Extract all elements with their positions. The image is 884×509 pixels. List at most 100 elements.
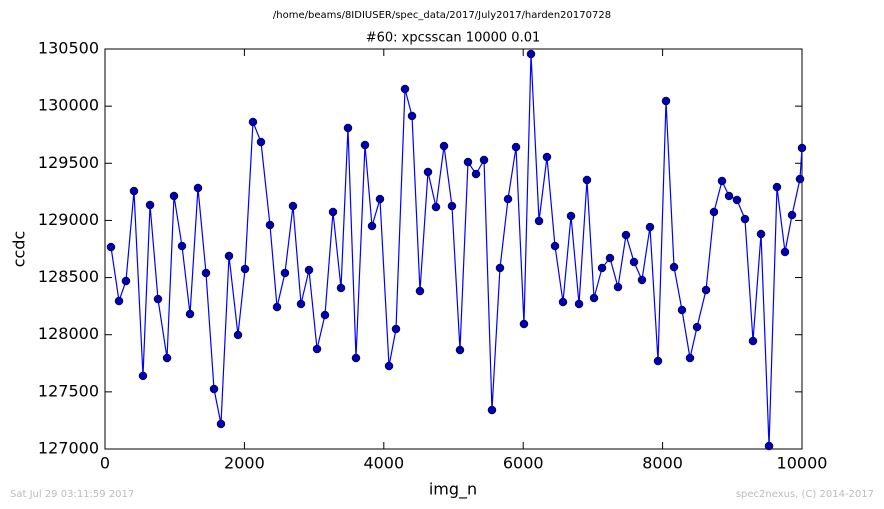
y-tick-label: 129500 xyxy=(38,153,99,172)
data-point xyxy=(216,419,226,429)
y-tick-label: 130500 xyxy=(38,39,99,58)
data-point xyxy=(582,175,592,185)
footer-left: Sat Jul 29 03:11:59 2017 xyxy=(10,489,134,500)
data-point xyxy=(328,207,338,217)
data-point xyxy=(589,293,599,303)
data-point xyxy=(471,169,481,179)
data-point xyxy=(511,142,521,152)
data-point xyxy=(343,123,353,133)
data-point xyxy=(717,176,727,186)
data-point xyxy=(288,201,298,211)
data-point xyxy=(201,268,211,278)
data-point xyxy=(495,263,505,273)
data-point xyxy=(597,263,607,273)
data-point xyxy=(138,371,148,381)
x-tick-label: 0 xyxy=(100,454,110,473)
data-point xyxy=(296,299,306,309)
data-point xyxy=(162,353,172,363)
data-point xyxy=(613,282,623,292)
x-tick-label: 10000 xyxy=(777,454,828,473)
x-tick-label: 4000 xyxy=(363,454,404,473)
data-point xyxy=(637,275,647,285)
data-point xyxy=(677,305,687,315)
plot-frame xyxy=(104,48,803,450)
data-point xyxy=(447,201,457,211)
data-point xyxy=(550,241,560,251)
chart-title: #60: xpcsscan 10000 0.01 xyxy=(366,31,541,46)
x-tick-label: 8000 xyxy=(642,454,683,473)
data-point xyxy=(265,220,275,230)
data-point xyxy=(248,117,258,127)
data-point xyxy=(240,264,250,274)
data-point xyxy=(272,302,282,312)
x-tick-label: 6000 xyxy=(503,454,544,473)
data-point xyxy=(558,297,568,307)
data-point xyxy=(256,137,266,147)
x-axis-label: img_n xyxy=(429,480,477,500)
footer-right: spec2nexus, (C) 2014-2017 xyxy=(736,489,874,500)
data-point xyxy=(756,229,766,239)
data-point xyxy=(320,310,330,320)
data-point xyxy=(312,344,322,354)
data-point xyxy=(740,214,750,224)
data-point xyxy=(795,174,805,184)
data-point xyxy=(503,194,513,204)
data-point xyxy=(431,202,441,212)
data-point xyxy=(209,384,219,394)
data-point xyxy=(455,345,465,355)
data-point xyxy=(732,195,742,205)
data-point xyxy=(415,286,425,296)
data-point xyxy=(153,294,163,304)
data-point xyxy=(669,262,679,272)
data-point xyxy=(605,253,615,263)
data-point xyxy=(185,309,195,319)
data-point xyxy=(534,216,544,226)
data-point xyxy=(407,111,417,121)
data-point xyxy=(748,336,758,346)
y-tick-label: 127000 xyxy=(38,439,99,458)
data-point xyxy=(542,152,552,162)
data-point xyxy=(661,96,671,106)
data-point xyxy=(519,319,529,329)
data-point xyxy=(629,257,639,267)
data-point xyxy=(487,405,497,415)
data-point xyxy=(566,211,576,221)
data-point xyxy=(106,242,116,252)
data-point xyxy=(384,361,394,371)
y-tick-label: 127500 xyxy=(38,381,99,400)
y-tick-label: 130000 xyxy=(38,96,99,115)
data-point xyxy=(463,157,473,167)
data-point xyxy=(787,210,797,220)
data-point xyxy=(645,222,655,232)
data-point xyxy=(336,283,346,293)
data-point xyxy=(391,324,401,334)
data-point xyxy=(360,140,370,150)
data-point xyxy=(351,353,361,363)
data-point xyxy=(797,143,807,153)
data-point xyxy=(709,207,719,217)
data-point xyxy=(764,441,774,451)
data-point xyxy=(224,251,234,261)
data-point xyxy=(439,141,449,151)
data-point xyxy=(479,155,489,165)
data-point xyxy=(772,182,782,192)
data-point xyxy=(375,194,385,204)
data-point xyxy=(193,183,203,193)
data-point xyxy=(145,200,155,210)
data-point xyxy=(574,299,584,309)
data-point xyxy=(280,268,290,278)
data-point xyxy=(121,276,131,286)
data-point xyxy=(423,167,433,177)
data-point xyxy=(621,230,631,240)
data-point xyxy=(400,84,410,94)
data-point xyxy=(692,322,702,332)
data-point xyxy=(169,191,179,201)
y-tick-label: 128000 xyxy=(38,324,99,343)
data-point xyxy=(233,330,243,340)
data-point xyxy=(367,221,377,231)
suptitle: /home/beams/8IDIUSER/spec_data/2017/July… xyxy=(273,10,611,21)
data-point xyxy=(701,285,711,295)
data-point xyxy=(780,247,790,257)
